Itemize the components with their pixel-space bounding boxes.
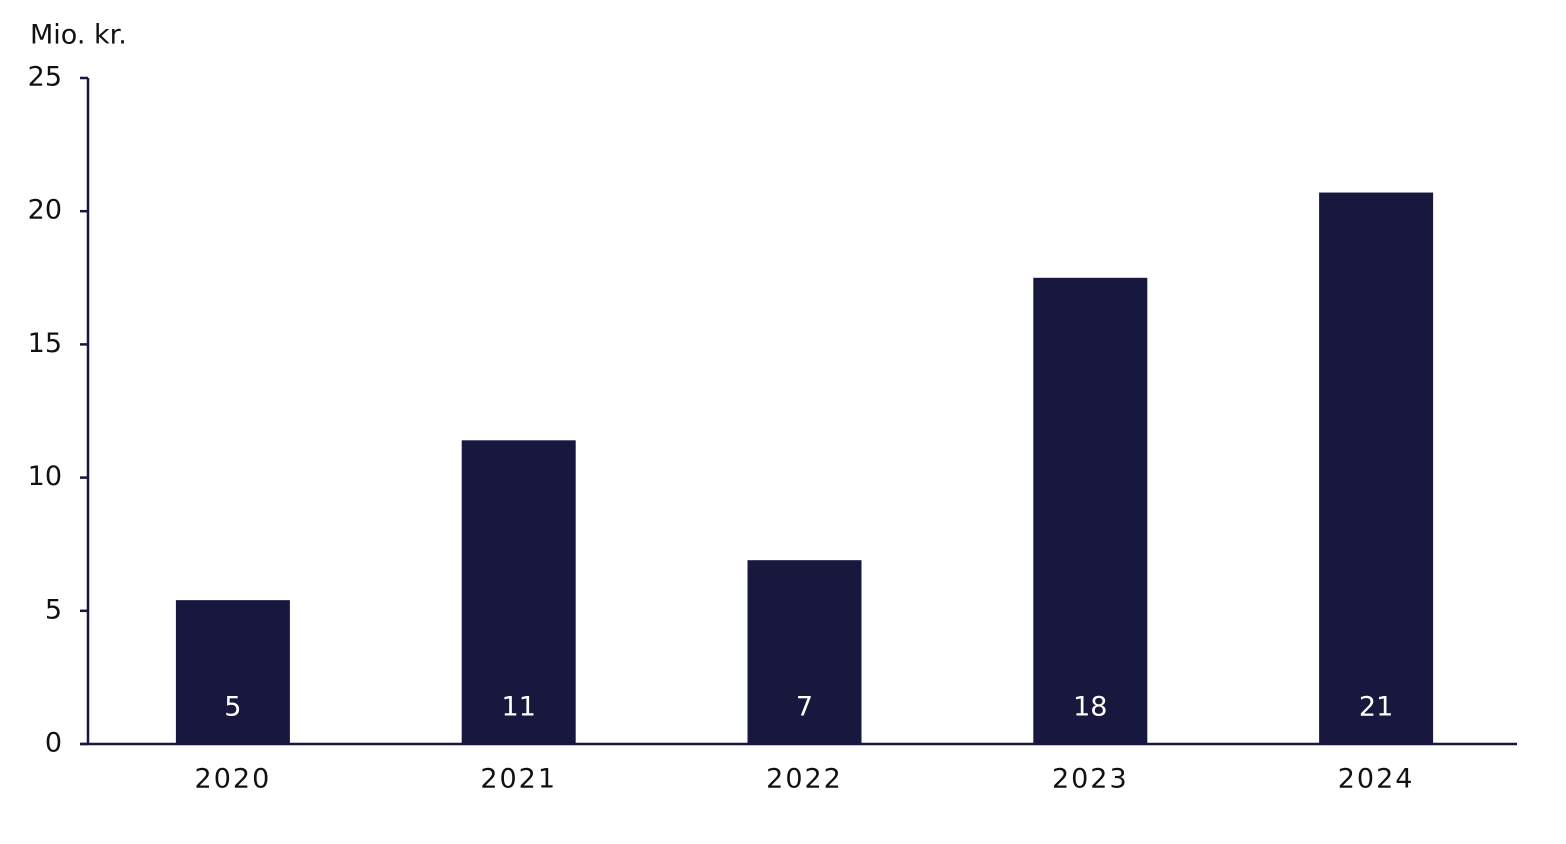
y-tick-label: 0 — [45, 728, 62, 759]
value-label: 11 — [502, 692, 536, 723]
value-label: 5 — [224, 692, 241, 723]
y-tick-label: 25 — [28, 62, 62, 93]
x-tick-label: 2021 — [480, 764, 557, 795]
value-label: 7 — [796, 692, 813, 723]
value-label: 18 — [1073, 692, 1107, 723]
y-axis-label: Mio. kr. — [30, 20, 127, 51]
x-tick-label: 2024 — [1338, 764, 1415, 795]
bar — [175, 600, 290, 744]
value-label: 21 — [1359, 692, 1393, 723]
x-tick-label: 2022 — [766, 764, 843, 795]
bar — [1319, 192, 1434, 744]
x-tick-label: 2020 — [195, 764, 272, 795]
bar — [747, 560, 862, 744]
y-tick-label: 15 — [28, 328, 62, 359]
x-tick-label: 2023 — [1052, 764, 1129, 795]
bar — [461, 440, 576, 744]
y-tick-label: 20 — [28, 195, 62, 226]
y-tick-label: 5 — [45, 594, 62, 625]
bar — [1033, 277, 1148, 744]
y-tick-label: 10 — [28, 461, 62, 492]
